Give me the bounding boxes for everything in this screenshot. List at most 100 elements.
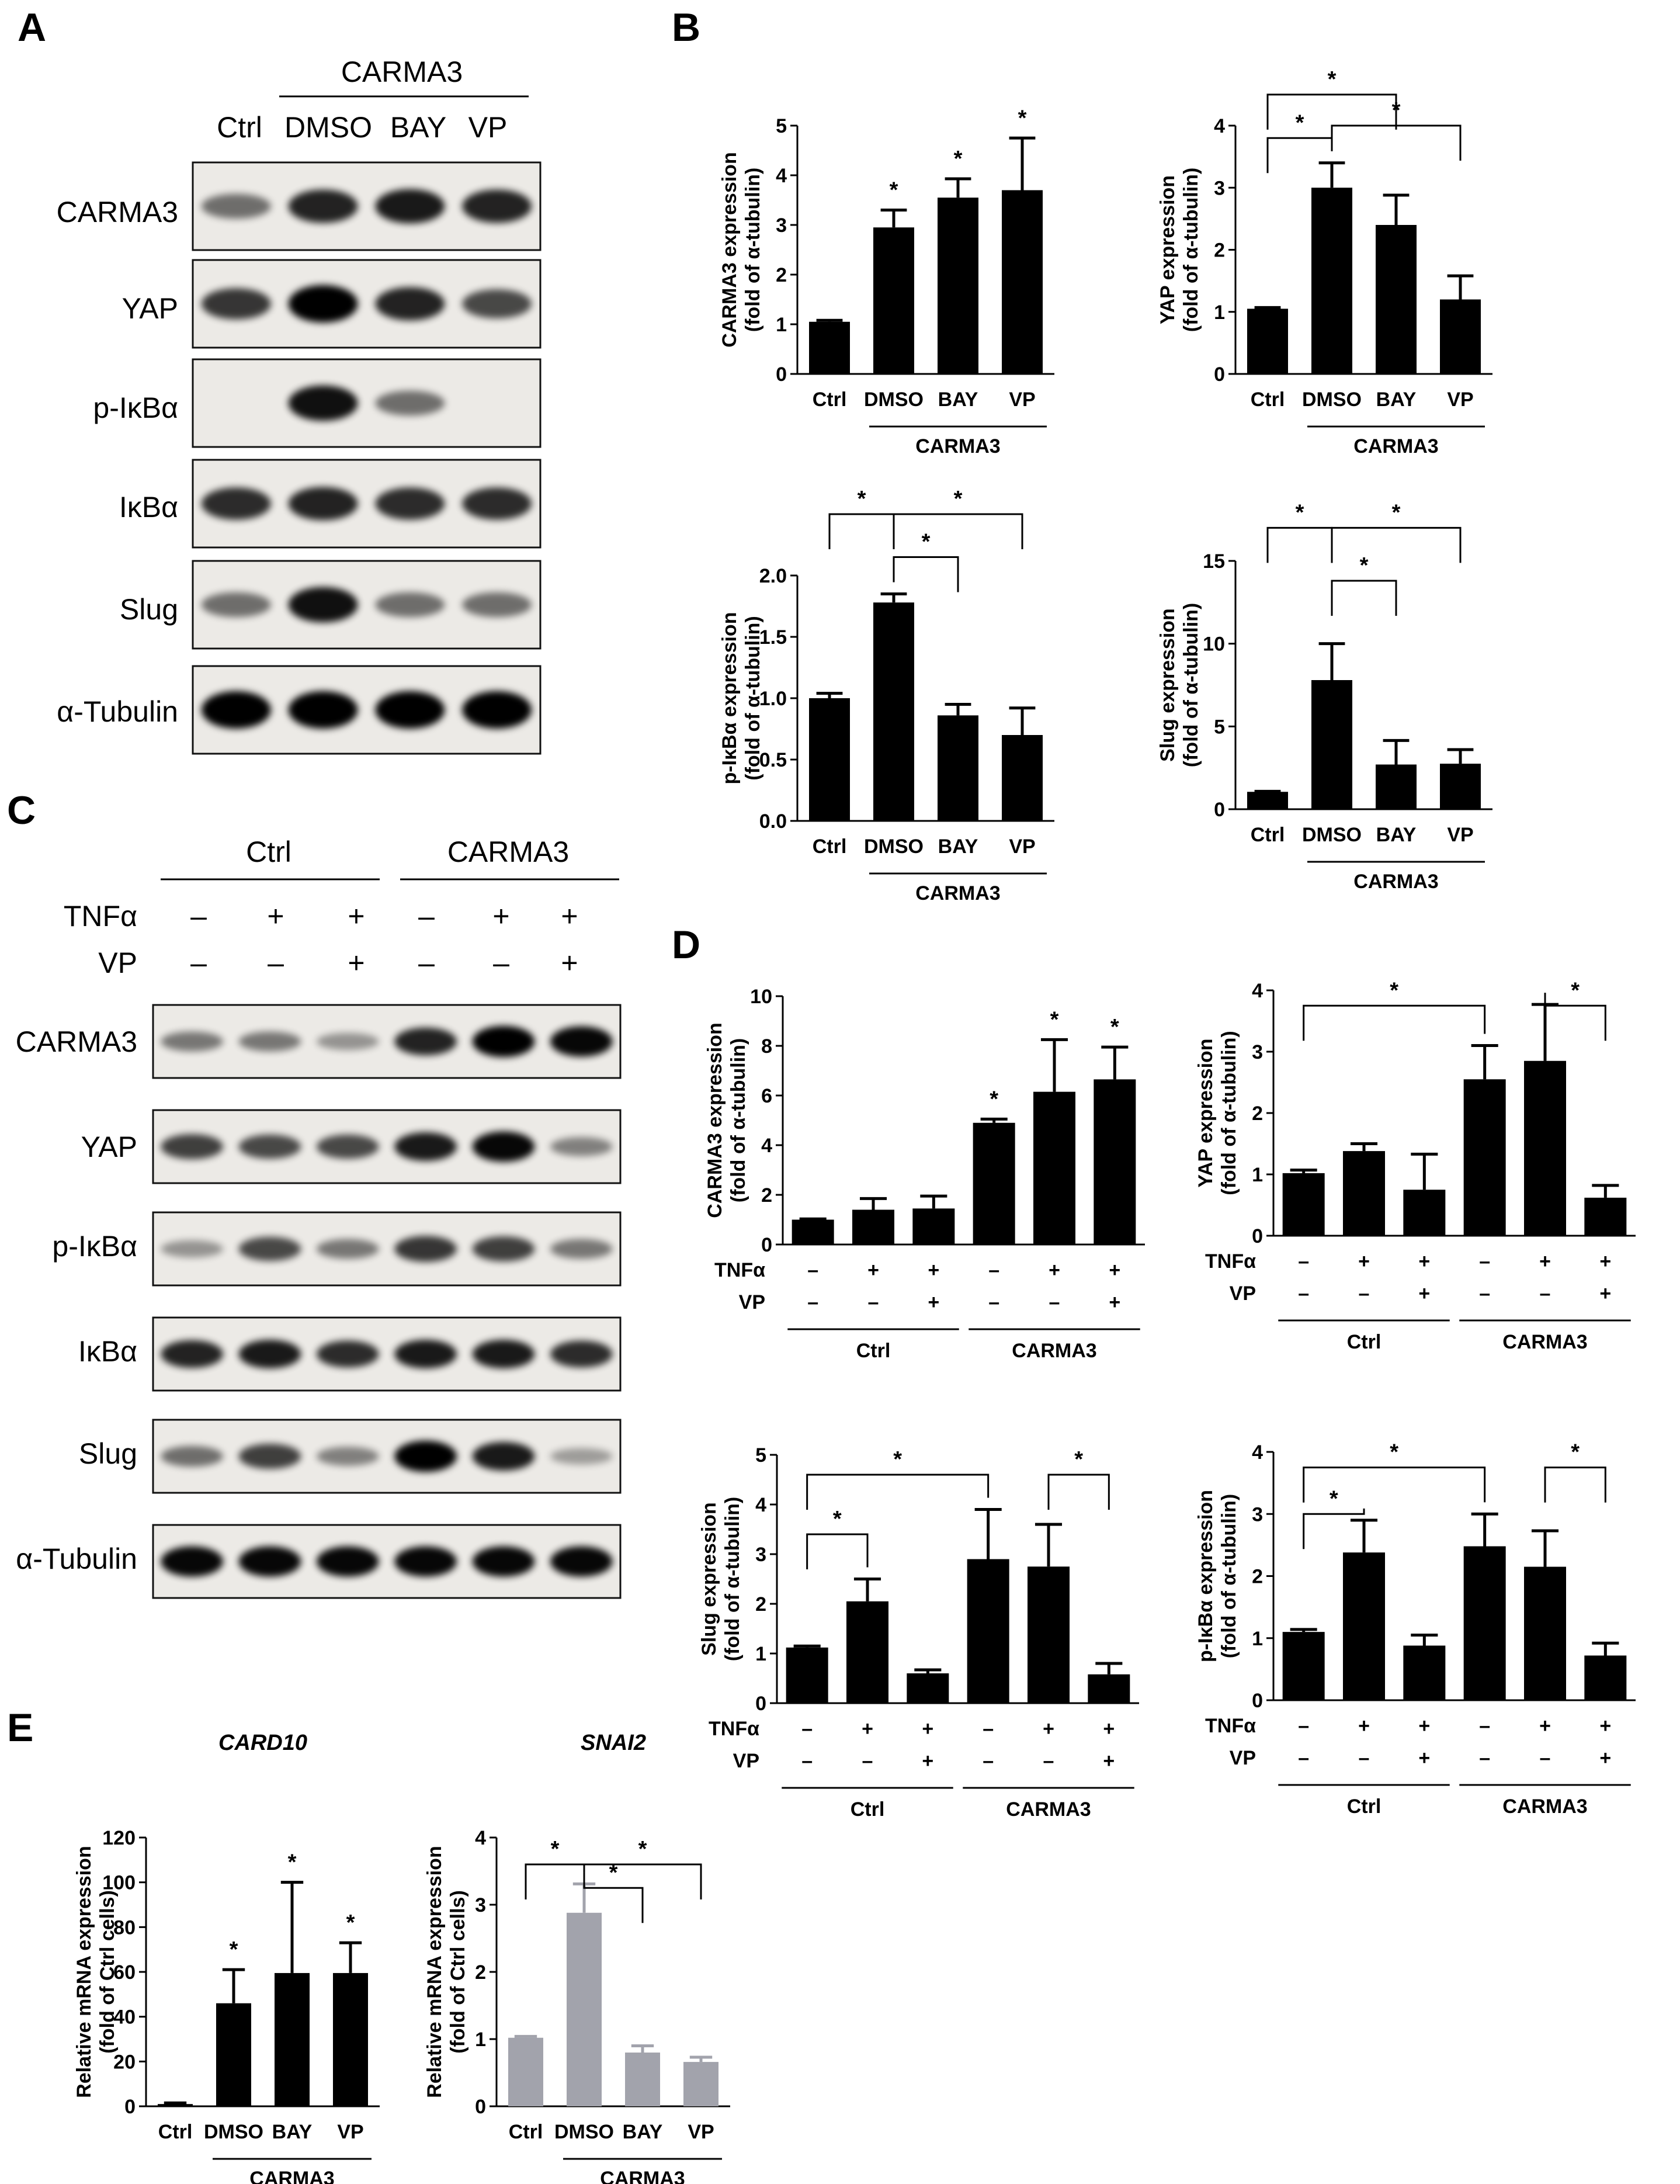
blot-band [472,1442,535,1471]
y-axis-title: Slug expression(fold of α-tubulin) [1157,603,1202,767]
significance-bracket [583,1872,644,1923]
significance-star: * [551,1837,560,1861]
x-tick-label: BAY [1376,389,1417,411]
significance-star: * [1571,1440,1580,1465]
blot-band [375,487,445,520]
bar [216,2003,251,2106]
bar [873,227,914,374]
bar [1524,1566,1566,1700]
y-tick-label: 2 [761,1184,772,1207]
tnf-sign: – [807,1259,818,1281]
blot-c-row-label: YAP [81,1131,137,1163]
blot-band [394,1440,457,1472]
blot-band [238,1031,301,1052]
blot-band [550,1340,613,1368]
y-tick-label: 2 [1214,240,1225,262]
x-tick-label: BAY [272,2121,313,2143]
blot-a: CARMA3 Ctrl DMSO BAY VP CARMA3 YAP p-IκB… [57,56,542,755]
bar [1440,299,1481,374]
tnf-sign: + [928,1259,939,1281]
y-axis-title-line: Relative mRNA expression [73,1846,95,2098]
blot-a-row-label: CARMA3 [57,196,178,228]
blot-band [288,691,358,729]
blot-c-vp-sign: – [268,947,284,979]
blot-band [375,287,445,321]
bar [1524,1060,1566,1236]
tnf-sign: + [1599,1250,1611,1273]
bar [1247,308,1288,374]
blot-band [375,390,445,416]
x-tick-label: DMSO [554,2121,614,2143]
vp-row-label: VP [1230,1747,1256,1769]
tnf-row-label: TNFα [1205,1715,1256,1737]
blot-band [161,1546,223,1577]
bar [1376,764,1417,809]
y-axis-title-line: (fold of α-tubulin) [1218,1031,1240,1195]
tnf-sign: + [1539,1250,1551,1273]
blot-c-row-label: α-Tubulin [16,1542,137,1575]
bar [333,1972,368,2106]
significance-bracket [1303,1004,1486,1041]
group-label: CARMA3 [600,2168,685,2184]
y-tick-label: 3 [755,1544,766,1566]
significance-bracket [806,1533,869,1569]
y-axis-title-line: CARMA3 expression [704,1022,726,1218]
y-tick-label: 1.0 [759,688,787,710]
y-axis-title-line: (fold of α-tubulin) [1218,1494,1240,1658]
blot-band [238,1236,301,1261]
y-tick-label: 4 [475,1827,486,1849]
blot-a-lane-label: VP [468,111,508,144]
bar [275,1972,310,2106]
significance-bracket [828,513,895,549]
bar [1463,1546,1506,1700]
significance-bracket [525,1863,585,1899]
significance-star: * [609,1860,618,1885]
vp-sign: – [1540,1282,1551,1305]
x-tick-label: DMSO [864,389,924,411]
significance-star: * [346,1911,355,1935]
blot-band [375,592,445,618]
significance-star: * [288,1850,297,1875]
group-label: CARMA3 [1353,435,1438,457]
significance-bracket [1266,137,1333,174]
panel-letter-e: E [7,1705,33,1750]
blot-c-row-label: p-IκBα [52,1230,137,1263]
y-axis-title-line: p-IκBα expression [718,612,741,785]
blot-strip [152,1004,622,1079]
bar [1002,190,1043,374]
blot-a-row-label: IκBα [119,491,178,524]
blot-band [550,1026,613,1057]
significance-star: * [1392,98,1401,123]
y-axis-title-line: (fold of α-tubulin) [742,616,764,780]
significance-bracket [893,556,959,592]
blot-band [317,1032,379,1051]
y-tick-label: 3 [776,214,787,237]
vp-sign: – [1359,1747,1370,1769]
vp-sign: + [1418,1747,1430,1769]
significance-star: * [1392,500,1401,525]
y-tick-label: 5 [1214,716,1225,738]
blot-c-vp-sign: + [348,947,365,979]
blot-c-tnf-sign: – [190,900,207,932]
blot-band [201,193,271,219]
significance-star: * [1050,1007,1059,1032]
vp-sign: – [983,1750,994,1772]
significance-bracket [1544,1467,1606,1503]
blot-band [317,1340,379,1368]
blot-band [462,592,532,618]
x-tick-label: BAY [623,2121,663,2143]
y-axis-title: p-IκBα expression(fold of α-tubulin) [1195,1490,1240,1662]
significance-star: * [1296,500,1304,525]
bar [907,1673,949,1703]
y-tick-label: 3 [475,1894,486,1916]
vp-sign: – [1359,1282,1370,1305]
blot-band [161,1445,223,1467]
vp-sign: – [1298,1282,1309,1305]
y-axis-title-line: Slug expression [698,1502,720,1656]
y-axis-title-line: (fold of α-tubulin) [721,1497,744,1661]
significance-star: * [230,1937,238,1962]
blot-band [288,385,358,421]
significance-star: * [638,1837,647,1861]
bar [158,2104,193,2106]
